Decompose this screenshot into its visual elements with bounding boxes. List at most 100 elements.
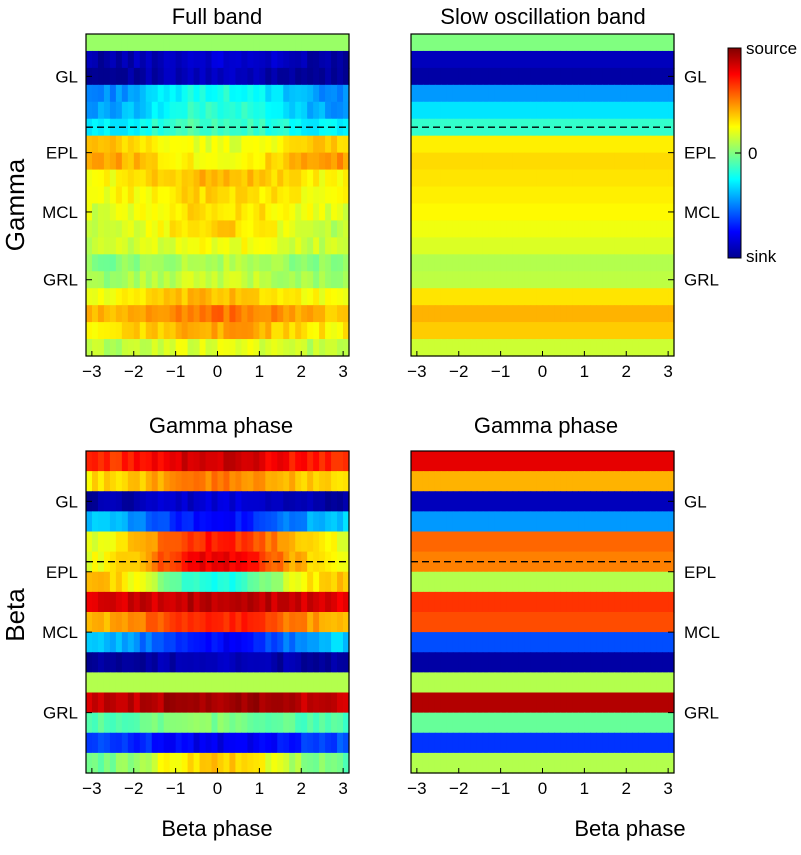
heatmap-cell: [313, 551, 320, 573]
layer-label-gl: GL: [684, 492, 707, 511]
heatmap-cell: [199, 186, 207, 205]
heatmap-cell: [325, 101, 332, 120]
heatmap-cell: [512, 186, 520, 205]
heatmap-cell: [584, 692, 591, 714]
heatmap-cell: [301, 288, 308, 306]
heatmap-cell: [169, 451, 177, 472]
heatmap-cell: [638, 305, 645, 323]
heatmap-cell: [482, 712, 490, 734]
heatmap-cell: [662, 451, 669, 472]
heatmap-cell: [578, 732, 585, 754]
heatmap-cell: [530, 672, 538, 694]
heatmap-cell: [632, 652, 639, 673]
heatmap-cell: [289, 152, 296, 171]
heatmap-cell: [458, 203, 466, 222]
heatmap-cell: [127, 84, 135, 103]
heatmap-row: [86, 288, 350, 306]
heatmap-cell: [602, 101, 609, 120]
heatmap-cell: [428, 451, 436, 472]
heatmap-cell: [145, 34, 153, 52]
heatmap-cell: [343, 322, 350, 340]
colorbar: source 0 sink: [727, 39, 797, 266]
heatmap-cell: [343, 220, 350, 238]
heatmap-cell: [163, 732, 171, 754]
heatmap-cell: [289, 118, 296, 137]
heatmap-cell: [91, 511, 99, 533]
heatmap-cell: [572, 612, 579, 633]
heatmap-cell: [343, 254, 350, 272]
heatmap-cell: [235, 305, 243, 323]
heatmap-cell: [614, 551, 621, 573]
heatmap-cell: [470, 652, 478, 673]
heatmap-cell: [602, 203, 609, 222]
heatmap-cell: [650, 451, 657, 472]
heatmap-cell: [422, 339, 430, 357]
heatmap-cell: [578, 322, 585, 340]
heatmap-cell: [325, 692, 332, 714]
heatmap-cell: [434, 591, 442, 613]
heatmap-cell: [422, 220, 430, 238]
heatmap-cell: [181, 752, 189, 774]
heatmap-cell: [596, 571, 603, 593]
heatmap-cell: [656, 67, 663, 86]
heatmap-cell: [524, 220, 532, 238]
heatmap-cell: [91, 471, 99, 492]
heatmap-cell: [602, 451, 609, 472]
heatmap-row: [411, 220, 675, 238]
heatmap-cell: [133, 237, 141, 255]
heatmap-row: [411, 84, 675, 103]
heatmap-cell: [632, 672, 639, 694]
heatmap-cell: [145, 612, 153, 633]
heatmap-cell: [476, 152, 484, 171]
heatmap-cell: [644, 712, 651, 734]
heatmap-cell: [530, 451, 538, 472]
heatmap-row: [411, 732, 675, 754]
heatmap-cell: [650, 34, 657, 52]
heatmap-cell: [241, 732, 248, 754]
heatmap-cell: [620, 203, 627, 222]
heatmap-cell: [211, 471, 219, 492]
heatmap-cell: [313, 652, 320, 673]
heatmap-cell: [446, 692, 454, 714]
heatmap-cell: [500, 672, 508, 694]
heatmap-cell: [602, 712, 609, 734]
heatmap-cell: [265, 50, 272, 69]
heatmap-cell: [223, 220, 231, 238]
heatmap-cell: [253, 67, 260, 86]
heatmap-cell: [301, 692, 308, 714]
heatmap-cell: [452, 692, 460, 714]
heatmap-cell: [151, 511, 159, 533]
heatmap-cell: [590, 672, 597, 694]
heatmap-cell: [109, 652, 117, 673]
heatmap-cell: [584, 531, 591, 553]
heatmap-cell: [169, 752, 177, 774]
heatmap-cell: [476, 305, 484, 323]
heatmap-cell: [530, 752, 538, 774]
heatmap-cell: [241, 471, 248, 492]
heatmap-cell: [506, 652, 514, 673]
heatmap-cell: [157, 50, 165, 69]
heatmap-cell: [494, 186, 502, 205]
heatmap-cell: [434, 84, 442, 103]
heatmap-cell: [602, 652, 609, 673]
heatmap-cell: [145, 254, 153, 272]
heatmap-cell: [530, 571, 538, 593]
heatmap-cell: [626, 571, 633, 593]
heatmap-cell: [277, 692, 284, 714]
heatmap-cell: [103, 322, 111, 340]
heatmap-row: [411, 339, 675, 357]
heatmap-cell: [506, 169, 514, 188]
heatmap-cell: [416, 135, 424, 154]
heatmap-cell: [307, 712, 314, 734]
heatmap-cell: [500, 339, 508, 357]
heatmap-cell: [668, 50, 675, 69]
heatmap-cell: [241, 632, 248, 653]
heatmap-cell: [446, 169, 454, 188]
heatmap-cell: [584, 339, 591, 357]
heatmap-cell: [163, 339, 171, 357]
heatmap-cell: [608, 50, 615, 69]
heatmap-cell: [277, 612, 284, 633]
heatmap-cell: [91, 531, 99, 553]
heatmap-cell: [524, 571, 532, 593]
heatmap-cell: [235, 591, 243, 613]
